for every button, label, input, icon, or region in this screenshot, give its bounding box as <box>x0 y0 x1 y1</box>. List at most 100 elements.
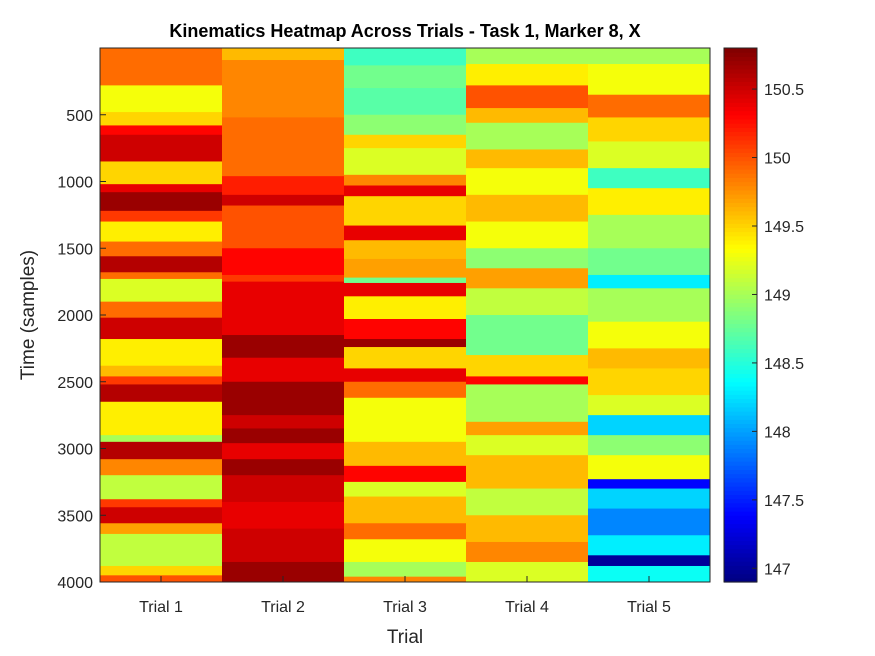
colorbar-step <box>724 406 757 412</box>
heatmap-cells <box>100 48 711 583</box>
heatmap-cell <box>466 85 589 109</box>
colorbar-step <box>724 52 757 57</box>
y-tick-label: 2500 <box>57 375 93 392</box>
colorbar-step <box>724 244 757 249</box>
colorbar-tick-label: 147 <box>764 561 791 578</box>
heatmap-cell <box>466 315 589 356</box>
heatmap-cell <box>344 258 467 279</box>
heatmap-cell <box>466 248 589 269</box>
colorbar-step <box>724 118 757 124</box>
colorbar-step <box>724 315 757 320</box>
heatmap-cell <box>100 184 223 193</box>
heatmap-cell <box>344 523 467 540</box>
colorbar-step <box>724 531 757 537</box>
heatmap-cell <box>100 134 223 162</box>
colorbar-step <box>724 85 757 91</box>
colorbar-step <box>724 294 757 299</box>
heatmap-cell <box>344 296 467 320</box>
colorbar-step <box>724 523 757 529</box>
y-tick-label: 3000 <box>57 442 93 459</box>
colorbar-step <box>724 260 757 266</box>
heatmap-cell <box>100 317 223 340</box>
heatmap-cell <box>222 475 345 503</box>
colorbar-ticks: 147 147.5 148 148.5 149 149.5 150 150.5 <box>752 82 804 578</box>
heatmap-cell <box>222 48 345 61</box>
heatmap-cell <box>344 277 467 284</box>
colorbar-step <box>724 223 757 228</box>
heatmap-cell <box>588 214 711 249</box>
colorbar-step <box>724 448 757 454</box>
heatmap-cell <box>466 421 589 436</box>
heatmap-cell <box>100 256 223 273</box>
colorbar-step <box>724 252 757 258</box>
heatmap-cell <box>100 376 223 385</box>
heatmap-cell <box>588 415 711 436</box>
y-tick-label: 1500 <box>57 241 93 258</box>
colorbar-step <box>724 110 757 116</box>
colorbar-step <box>724 373 757 379</box>
heatmap-cell <box>100 85 223 113</box>
heatmap-cell <box>344 381 467 399</box>
heatmap-cell <box>100 365 223 377</box>
colorbar-step <box>724 123 757 128</box>
colorbar-step <box>724 360 757 366</box>
colorbar-step <box>724 548 757 554</box>
colorbar-step <box>724 344 757 349</box>
heatmap-cell <box>344 134 467 149</box>
heatmap-cell <box>466 355 589 377</box>
heatmap-cell <box>100 192 223 212</box>
heatmap-cell <box>344 368 467 383</box>
colorbar-step <box>724 565 757 571</box>
colorbar-step <box>724 302 757 308</box>
heatmap-cell <box>100 339 223 367</box>
colorbar-tick-label: 149.5 <box>764 219 804 236</box>
heatmap-cell <box>466 488 589 516</box>
heatmap-cell <box>588 117 711 142</box>
colorbar-step <box>724 410 757 416</box>
heatmap-cell <box>588 488 711 510</box>
colorbar-step <box>724 289 757 295</box>
colorbar-step <box>724 515 757 521</box>
heatmap-cell <box>466 194 589 223</box>
heatmap-cell <box>588 188 711 216</box>
heatmap-cell <box>222 428 345 444</box>
colorbar-step <box>724 152 757 158</box>
y-tick-label: 3500 <box>57 508 93 525</box>
colorbar-tick-label: 148.5 <box>764 356 804 373</box>
heatmap-cell <box>588 248 711 276</box>
colorbar-step <box>724 486 757 491</box>
heatmap-cell <box>100 210 223 223</box>
heatmap-cell <box>588 435 711 456</box>
heatmap-cell <box>100 221 223 243</box>
colorbar-step <box>724 469 757 475</box>
heatmap-cell <box>100 499 223 508</box>
colorbar-step <box>724 64 757 70</box>
colorbar-step <box>724 385 757 391</box>
colorbar-step <box>724 81 757 87</box>
heatmap-cell <box>344 114 467 136</box>
colorbar-step <box>724 143 757 149</box>
colorbar-step <box>724 494 757 500</box>
colorbar-tick-label: 150 <box>764 151 791 168</box>
colorbar-step <box>724 248 757 254</box>
colorbar-step <box>724 239 757 245</box>
colorbar-step <box>724 173 757 178</box>
colorbar-step <box>724 465 757 470</box>
x-tick-label: Trial 4 <box>505 599 549 616</box>
colorbar-step <box>724 452 757 458</box>
chart-title: Kinematics Heatmap Across Trials - Task … <box>169 21 640 41</box>
heatmap-cell <box>466 221 589 249</box>
x-tick-label: Trial 1 <box>139 599 183 616</box>
colorbar-step <box>724 114 757 120</box>
heatmap-cell <box>100 272 223 280</box>
heatmap-cell <box>344 65 467 89</box>
x-axis: Trial 1 Trial 2 Trial 3 Trial 4 Trial 5 <box>139 576 671 616</box>
colorbar-step <box>724 48 757 53</box>
colorbar-step <box>724 164 757 170</box>
colorbar-step <box>724 577 757 583</box>
heatmap-cell <box>222 60 345 118</box>
heatmap-cell <box>466 288 589 316</box>
colorbar-step <box>724 327 757 333</box>
heatmap-cell <box>466 108 589 124</box>
heatmap-cell <box>466 541 589 563</box>
